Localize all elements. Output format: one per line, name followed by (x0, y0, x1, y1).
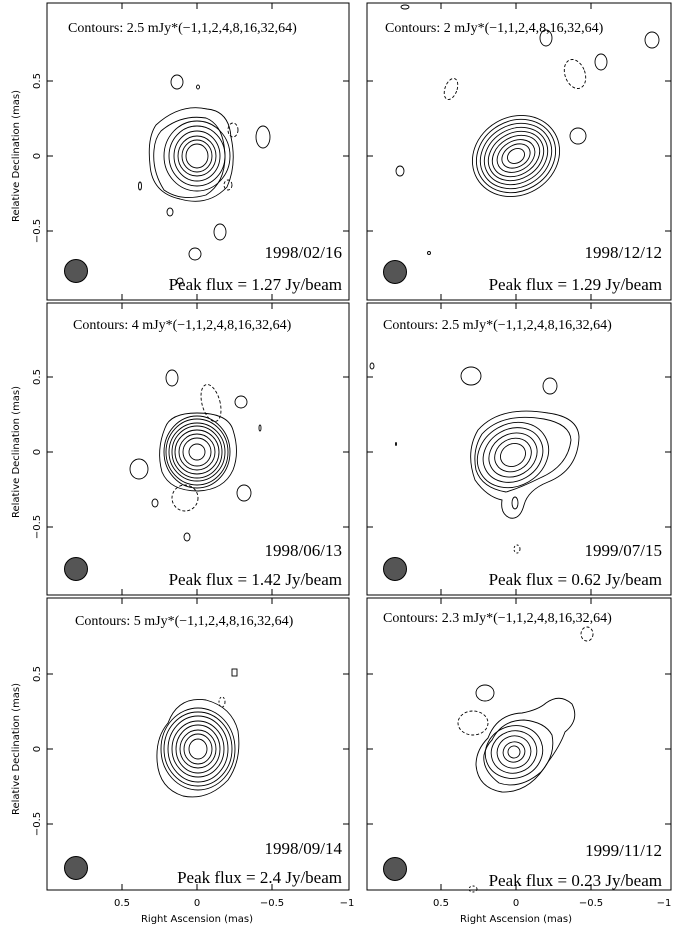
y-axis-label: Relative Declination (mas) (11, 683, 22, 815)
peak-flux: Peak flux = 1.29 Jy/beam (489, 275, 662, 294)
x-tick-label: −0.5 (260, 898, 284, 909)
epoch-date: 1999/07/15 (585, 541, 662, 560)
contour-map (138, 74, 271, 285)
peak-flux: Peak flux = 0.62 Jy/beam (489, 570, 662, 589)
y-tick-label: 0.5 (32, 666, 43, 682)
panel-1: Contours: 2.5 mJy*(−1,1,2,4,8,16,32,64) … (11, 2, 350, 301)
y-axis-label: Relative Declination (mas) (11, 90, 22, 222)
x-tick-label: −1 (657, 898, 672, 909)
y-axis-label: Relative Declination (mas) (11, 386, 22, 518)
contour-map (395, 4, 660, 255)
contours-label: Contours: 2.3 mJy*(−1,1,2,4,8,16,32,64) (383, 611, 612, 626)
contour-map (369, 362, 580, 554)
x-tick-label: 0.5 (114, 898, 130, 909)
beam-ellipse (64, 557, 88, 581)
panel-6: Contours: 2.3 mJy*(−1,1,2,4,8,16,32,64) … (366, 597, 672, 925)
y-tick-label: 0 (32, 153, 43, 159)
x-tick-label: 0 (513, 898, 519, 909)
beam-ellipse (383, 557, 407, 581)
panel-5: Contours: 5 mJy*(−1,1,2,4,8,16,32,64) 19… (11, 597, 355, 925)
contour-map (457, 626, 594, 893)
peak-flux: Peak flux = 1.42 Jy/beam (169, 570, 342, 589)
y-tick-label: −0.5 (32, 515, 43, 539)
beam-ellipse (64, 259, 88, 283)
peak-flux: Peak flux = 0.23 Jy/beam (489, 871, 662, 890)
panel-4: Contours: 2.5 mJy*(−1,1,2,4,8,16,32,64) … (366, 302, 672, 596)
beam-ellipse (383, 260, 407, 284)
epoch-date: 1998/02/16 (265, 243, 342, 262)
contours-label: Contours: 2 mJy*(−1,1,2,4,8,16,32,64) (385, 21, 604, 36)
y-tick-label: 0.5 (32, 369, 43, 385)
beam-ellipse (383, 857, 407, 881)
y-tick-label: 0 (32, 449, 43, 455)
y-tick-label: −0.5 (32, 812, 43, 836)
contour-map (129, 369, 262, 542)
x-tick-label: 0 (194, 898, 200, 909)
x-axis-label: Right Ascension (mas) (460, 914, 572, 925)
y-tick-label: 0.5 (32, 73, 43, 89)
peak-flux: Peak flux = 1.27 Jy/beam (169, 275, 342, 294)
peak-flux: Peak flux = 2.4 Jy/beam (177, 868, 342, 887)
x-tick-label: −0.5 (579, 898, 603, 909)
epoch-date: 1999/11/12 (585, 841, 662, 860)
x-tick-label: 0.5 (433, 898, 449, 909)
panel-3: Contours: 4 mJy*(−1,1,2,4,8,16,32,64) 19… (11, 302, 350, 596)
x-tick-label: −1 (340, 898, 355, 909)
contour-map (156, 668, 240, 798)
x-axis-label: Right Ascension (mas) (141, 914, 253, 925)
y-tick-label: 0 (32, 746, 43, 752)
contours-label: Contours: 2.5 mJy*(−1,1,2,4,8,16,32,64) (68, 21, 297, 36)
contours-label: Contours: 4 mJy*(−1,1,2,4,8,16,32,64) (73, 318, 292, 333)
contours-label: Contours: 2.5 mJy*(−1,1,2,4,8,16,32,64) (383, 318, 612, 333)
epoch-date: 1998/09/14 (265, 839, 343, 858)
y-tick-label: −0.5 (32, 219, 43, 243)
beam-ellipse (64, 856, 88, 880)
contours-label: Contours: 5 mJy*(−1,1,2,4,8,16,32,64) (75, 614, 294, 629)
epoch-date: 1998/12/12 (585, 243, 662, 262)
panel-2: Contours: 2 mJy*(−1,1,2,4,8,16,32,64) (366, 2, 672, 301)
epoch-date: 1998/06/13 (265, 541, 342, 560)
